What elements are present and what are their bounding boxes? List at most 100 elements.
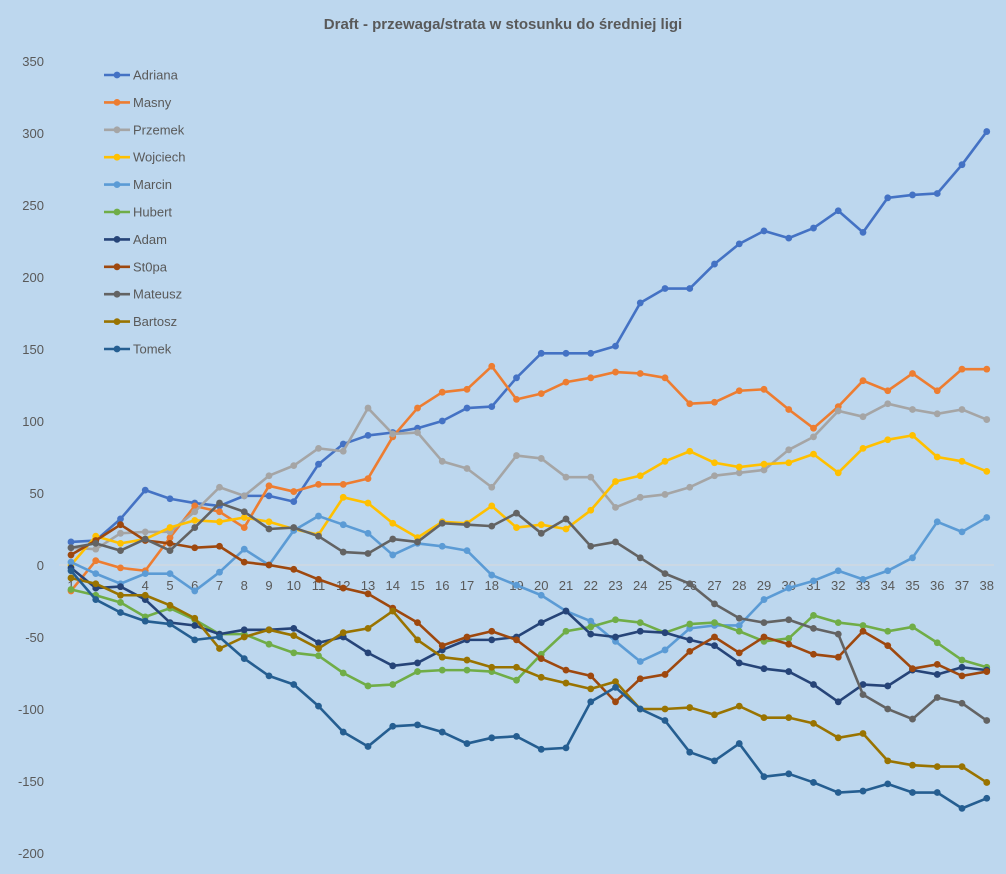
data-point [141,617,149,625]
data-point [166,534,174,542]
data-point [166,601,174,609]
data-point [537,529,545,537]
data-point [414,404,421,412]
data-point [760,665,768,673]
data-point [117,547,124,554]
data-point [315,532,322,540]
x-tick-label: 10 [287,578,301,593]
data-point [191,614,199,622]
data-point [859,444,867,452]
data-point [265,626,273,634]
data-point [612,368,619,376]
legend-marker [113,181,121,189]
legend-item: Tomek [104,342,172,357]
data-point [909,554,916,562]
data-point [661,491,669,498]
data-point [785,714,793,722]
y-axis: 350 300 250 200 150 100 50 0 -50 -100 -150 -200 [18,54,44,861]
data-point [265,672,273,680]
data-point [438,417,446,425]
x-tick-label: 23 [608,578,622,593]
data-point [711,260,718,268]
data-point [92,557,100,565]
data-point [834,619,842,626]
data-point [265,640,273,648]
data-point [760,227,768,235]
data-point [834,734,842,742]
data-point [414,659,421,667]
data-point [711,711,718,719]
data-point [636,299,644,307]
data-point [513,663,520,671]
data-point [612,698,619,706]
data-point [191,544,199,552]
data-point [537,745,545,753]
legend-item: Adriana [104,68,179,83]
data-point [785,584,793,592]
data-point [834,567,842,575]
data-point [661,570,669,578]
data-point [216,483,223,491]
legend-marker [113,208,121,216]
data-point [141,528,149,536]
series-line [69,523,989,704]
x-tick-label: 16 [435,578,449,593]
data-point [463,404,471,412]
data-point [141,535,149,543]
data-point [735,240,743,248]
data-point [265,518,273,526]
data-point [513,732,520,740]
data-point [785,406,793,413]
series-line [69,434,989,567]
data-point [933,639,941,647]
data-point [290,524,298,531]
data-point [117,609,124,616]
data-point [488,571,496,579]
legend-marker [113,290,121,298]
data-point [884,627,892,635]
data-point [191,636,199,644]
data-point [240,558,248,566]
data-point [537,455,545,462]
data-point [166,540,174,547]
y-tick-label: -100 [18,702,44,717]
series-mateusz [67,499,991,724]
data-point [216,499,223,507]
data-point [933,410,941,418]
data-point [587,349,595,357]
data-point [463,465,471,472]
data-point [760,385,768,393]
y-tick-label: 300 [22,126,44,141]
x-tick-label: 27 [707,578,721,593]
data-point [785,640,793,648]
data-point [760,460,768,468]
data-point [562,607,570,615]
data-point [760,596,768,603]
data-point [488,734,496,742]
data-point [711,757,718,765]
data-point [760,773,768,781]
data-point [933,671,941,678]
data-point [290,681,298,688]
data-point [339,521,347,529]
data-point [240,508,248,516]
data-point [141,570,149,578]
data-point [735,622,743,629]
data-point [686,400,694,408]
data-point [859,377,867,385]
data-point [290,462,298,470]
data-point [983,468,991,475]
data-point [364,550,372,557]
data-point [909,665,916,673]
data-point [909,191,916,199]
data-point [364,475,372,482]
data-point [414,721,421,729]
data-point [834,469,842,477]
data-point [983,717,991,724]
data-point [315,480,322,488]
data-point [711,459,718,467]
legend-label: Marcin [133,177,172,192]
data-point [191,502,199,510]
x-tick-label: 7 [216,578,223,593]
data-point [364,649,372,657]
